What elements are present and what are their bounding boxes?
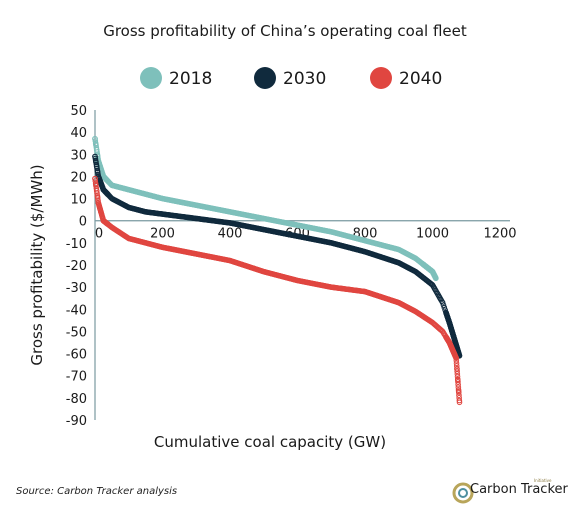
x-tick-label: 200 — [150, 227, 175, 242]
data-point — [453, 357, 460, 364]
y-tick-label: -80 — [66, 392, 87, 407]
data-point — [455, 389, 462, 396]
data-point — [453, 360, 460, 367]
y-tick-label: 20 — [70, 170, 87, 185]
logo-subtext: Initiative — [534, 478, 552, 483]
y-tick-label: -60 — [66, 348, 87, 363]
data-point — [441, 304, 448, 311]
legend-swatch-2040 — [370, 67, 392, 89]
data-points — [92, 135, 463, 406]
x-tick-label: 1200 — [483, 227, 516, 242]
y-axis-label: Gross profitability ($/MWh) — [28, 164, 46, 365]
data-point — [93, 163, 100, 170]
data-point — [432, 275, 439, 281]
data-point — [456, 397, 463, 404]
data-point — [105, 191, 111, 198]
legend: 2018 2030 2040 — [140, 67, 442, 89]
y-tick-labels: 50 40 30 20 10 0 -10 -20 -30 -40 -50 -60 -70 -80 -90 — [66, 104, 87, 429]
data-point — [453, 363, 460, 369]
data-point — [455, 379, 461, 385]
data-point — [105, 178, 111, 185]
data-point — [453, 355, 459, 361]
data-point — [454, 373, 461, 380]
x-axis-label: Cumulative coal capacity (GW) — [154, 433, 386, 451]
y-tick-label: -40 — [66, 303, 87, 318]
data-point — [456, 392, 462, 399]
y-tick-label: 50 — [70, 104, 87, 119]
x-tick-label: 1000 — [416, 227, 449, 242]
data-point — [455, 381, 461, 388]
y-tick-label: -10 — [66, 237, 87, 252]
y-tick-label: -50 — [66, 325, 87, 340]
series-2018 — [92, 135, 439, 282]
carbon-tracker-logo: Carbon Tracker Initiative — [452, 478, 568, 508]
data-point — [455, 387, 462, 393]
data-point — [92, 155, 99, 162]
x-tick-label: 400 — [218, 227, 243, 242]
y-tick-label: -30 — [66, 281, 87, 296]
data-point — [454, 365, 460, 372]
y-tick-label: -70 — [66, 370, 87, 385]
y-tick-label: 10 — [70, 193, 87, 208]
y-tick-label: -90 — [66, 414, 87, 429]
data-point — [454, 376, 461, 383]
legend-label-2040: 2040 — [399, 69, 442, 89]
legend-swatch-2018 — [140, 67, 162, 89]
x-tick-label: 0 — [95, 227, 103, 242]
y-tick-label: -20 — [66, 259, 87, 274]
legend-label-2030: 2030 — [283, 69, 326, 89]
axes — [94, 110, 510, 420]
data-point — [456, 395, 462, 401]
logo-ring-icon — [452, 482, 474, 504]
data-point — [454, 371, 461, 377]
data-point — [439, 299, 446, 306]
y-tick-label: 30 — [70, 148, 87, 163]
data-point — [105, 221, 111, 228]
data-point — [455, 384, 462, 391]
data-point — [94, 165, 100, 172]
y-tick-label: 0 — [79, 215, 87, 230]
legend-label-2018: 2018 — [169, 69, 212, 89]
series-2040 — [92, 175, 463, 406]
data-point — [440, 302, 447, 308]
source-note: Source: Carbon Tracker analysis — [16, 486, 178, 497]
logo-text: Carbon Tracker — [470, 482, 568, 497]
legend-swatch-2030 — [254, 67, 276, 89]
chart-title: Gross profitability of China’s operating… — [103, 22, 467, 40]
y-tick-label: 40 — [70, 126, 87, 141]
data-point — [454, 368, 460, 375]
